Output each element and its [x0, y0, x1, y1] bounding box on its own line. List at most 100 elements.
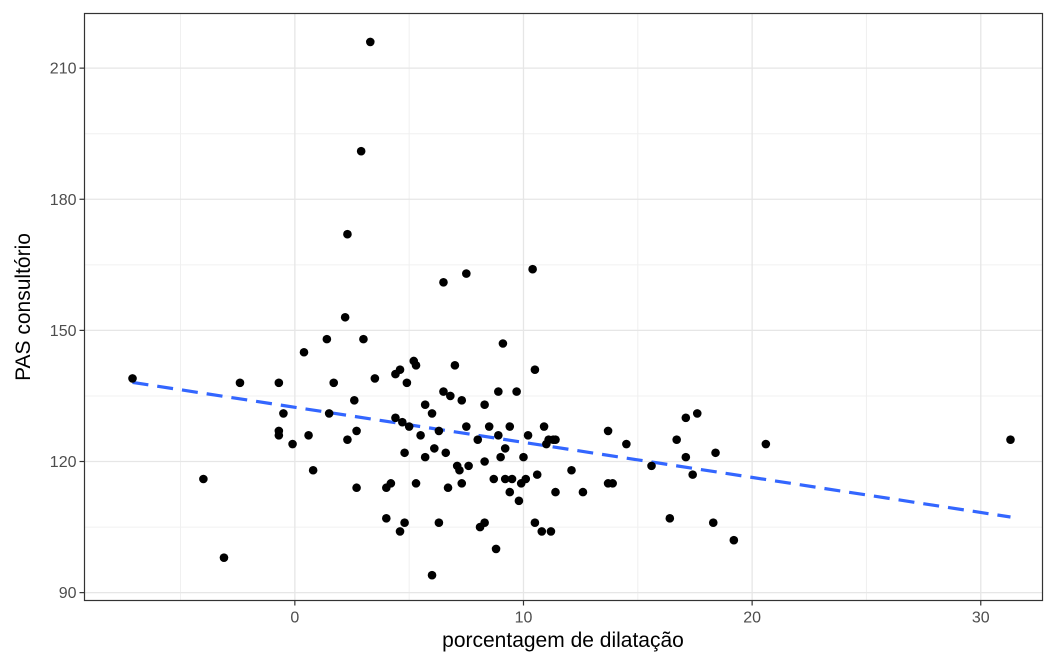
axis-ticks: 0 10 20 30 90 120 150 180 210 — [50, 61, 990, 627]
data-point — [382, 514, 391, 523]
data-point — [391, 413, 400, 423]
data-point — [352, 483, 361, 493]
data-point — [500, 474, 510, 484]
x-tick-label: 30 — [972, 610, 990, 627]
data-point — [567, 465, 576, 475]
x-tick-label: 20 — [743, 610, 761, 627]
points-layer — [128, 37, 1015, 580]
data-point — [398, 417, 407, 427]
data-point — [457, 396, 467, 405]
data-point — [235, 378, 245, 388]
data-point — [420, 452, 430, 462]
data-point — [514, 496, 524, 506]
data-point — [427, 409, 437, 418]
data-point — [711, 448, 720, 458]
data-point — [484, 422, 494, 431]
major-gridlines — [84, 13, 1043, 601]
data-point — [395, 365, 405, 375]
data-point — [434, 518, 444, 527]
data-point — [450, 361, 460, 370]
data-point — [128, 374, 137, 383]
data-point — [505, 422, 515, 431]
minor-gridlines — [84, 13, 1043, 601]
data-point — [496, 452, 505, 462]
data-point — [551, 487, 560, 497]
data-point — [473, 435, 483, 444]
data-point — [443, 483, 453, 493]
data-point — [322, 334, 332, 344]
data-point — [464, 461, 473, 471]
data-point — [400, 448, 409, 458]
x-axis-title: porcentagem de dilatação — [442, 629, 684, 652]
data-point — [279, 409, 288, 418]
x-tick-label: 10 — [515, 610, 533, 627]
data-point — [462, 269, 471, 278]
data-point — [340, 312, 350, 322]
data-point — [551, 435, 560, 444]
data-point — [761, 439, 771, 449]
data-point — [441, 448, 451, 458]
data-point — [608, 479, 617, 488]
data-point — [324, 409, 334, 418]
data-point — [494, 430, 503, 440]
data-point — [455, 465, 464, 475]
data-point — [494, 387, 503, 396]
data-point — [349, 396, 359, 405]
data-point — [523, 430, 533, 440]
data-point — [352, 426, 361, 436]
data-point — [365, 37, 375, 47]
data-point — [274, 426, 284, 436]
data-point — [299, 347, 309, 357]
data-point — [400, 518, 409, 527]
data-point — [304, 430, 313, 440]
data-point — [308, 465, 318, 475]
plot-panel-border — [83, 12, 1044, 602]
data-point — [404, 422, 414, 431]
data-point — [647, 461, 656, 471]
data-point — [681, 413, 691, 423]
data-point — [708, 518, 718, 527]
data-point — [439, 387, 448, 396]
data-point — [411, 479, 421, 488]
data-point — [530, 365, 540, 375]
data-point — [532, 470, 542, 479]
data-point — [521, 474, 531, 484]
data-point — [500, 444, 510, 453]
plot-panel-background — [84, 13, 1043, 601]
trend-line — [132, 380, 1011, 519]
data-point — [356, 146, 366, 156]
data-point — [665, 514, 675, 523]
data-point — [681, 452, 691, 462]
y-tick-label: 150 — [50, 323, 77, 340]
data-point — [546, 527, 556, 536]
data-point — [434, 426, 444, 436]
y-tick-label: 90 — [59, 585, 77, 602]
data-point — [530, 518, 540, 527]
y-tick-label: 180 — [50, 192, 77, 209]
data-point — [395, 527, 405, 536]
data-point — [539, 422, 549, 431]
data-point — [480, 518, 489, 527]
data-point — [672, 435, 681, 444]
data-point — [578, 487, 588, 497]
data-point — [519, 452, 528, 462]
data-point — [343, 229, 352, 239]
data-point — [505, 487, 515, 497]
data-point — [359, 334, 368, 344]
data-point — [370, 374, 380, 383]
data-point — [489, 474, 499, 484]
x-tick-label: 0 — [290, 610, 299, 627]
y-axis-title: PAS consultório — [12, 233, 35, 381]
data-point — [491, 544, 501, 554]
data-point — [411, 361, 421, 370]
data-point — [1006, 435, 1015, 444]
data-point — [420, 400, 430, 409]
data-point — [329, 378, 339, 388]
data-point — [692, 409, 702, 418]
data-point — [688, 470, 697, 479]
data-point — [439, 278, 448, 287]
data-point — [512, 387, 521, 396]
data-point — [343, 435, 352, 444]
